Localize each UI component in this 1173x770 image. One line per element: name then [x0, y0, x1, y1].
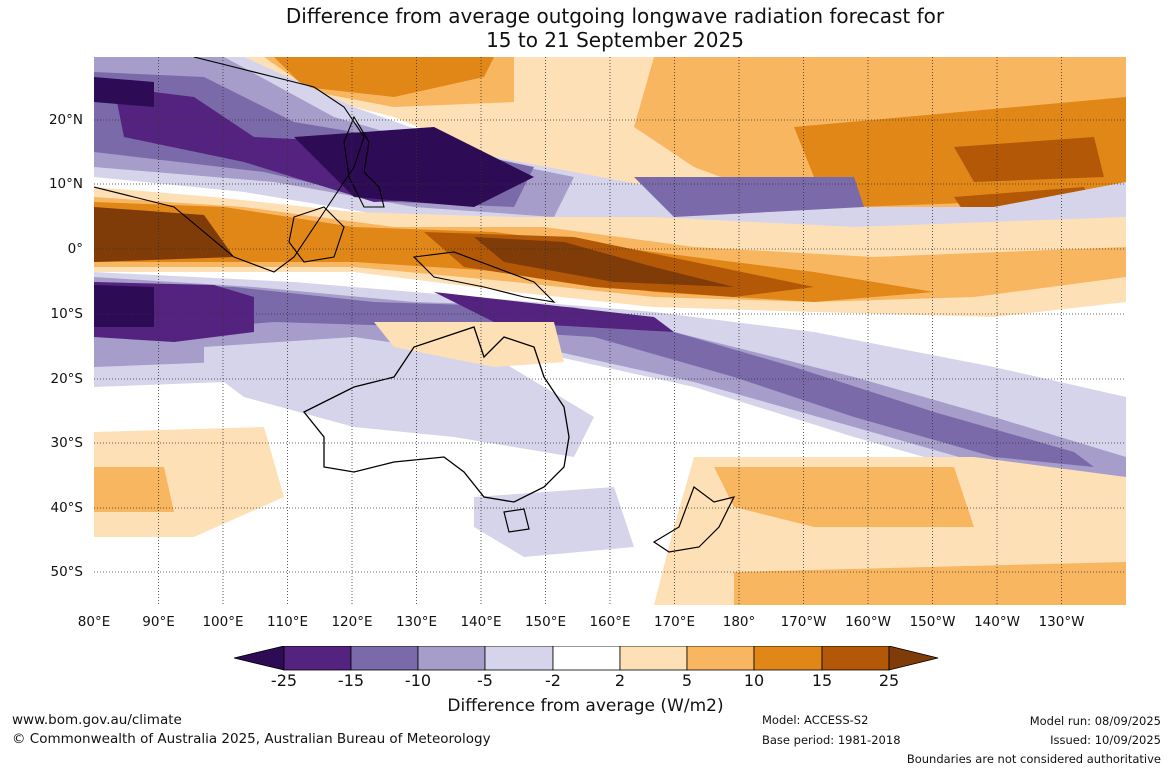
color-bar-label-10: 10 [743, 671, 765, 690]
color-bar-segment-3 [417, 645, 486, 671]
color-bar-label-minus10: -10 [404, 671, 432, 690]
philippines-coastline [343, 115, 385, 208]
base-period: Base period: 1981-2018 [762, 733, 901, 747]
anomaly-brown-north [954, 137, 1104, 182]
x-tick-140w: 140°W [974, 614, 1020, 630]
x-tick-170w: 170°W [780, 614, 827, 630]
anomaly-orange-north-5 [274, 57, 494, 97]
color-bar-extend-high [888, 645, 939, 671]
color-bar-segment-2 [350, 645, 419, 671]
anomaly-orange-south-east-3 [734, 562, 1126, 605]
anomaly-purple-australia [204, 337, 594, 457]
new-guinea-coastline [412, 251, 556, 303]
y-tick-10s: 10°S [50, 306, 84, 322]
x-tick-120e: 120°E [331, 614, 373, 630]
x-tick-160e: 160°E [589, 614, 631, 630]
y-tick-30s: 30°S [50, 435, 84, 451]
color-bar-segment-7 [686, 645, 755, 671]
color-bar-segment-6 [619, 645, 688, 671]
x-tick-180: 180° [722, 614, 756, 630]
borneo-coastline [288, 206, 345, 263]
y-tick-20s: 20°S [50, 371, 84, 387]
color-bar-title: Difference from average (W/m2) [0, 696, 1173, 716]
anomaly-purple-south-2 [94, 277, 1126, 482]
anomaly-brown-equator [94, 207, 234, 262]
y-tick-10n: 10°N [48, 176, 83, 192]
x-tick-100e: 100°E [202, 614, 244, 630]
color-bar-label-minus2: -2 [545, 671, 561, 690]
asia-coastline [94, 57, 365, 273]
x-tick-150w: 150°W [909, 614, 956, 630]
anomaly-purple-south-5 [94, 285, 154, 327]
copyright-text: © Commonwealth of Australia 2025, Austra… [12, 731, 491, 747]
anomaly-brown-equator-3 [474, 237, 734, 287]
model-run-date: Model run: 08/09/2025 [1029, 714, 1161, 728]
color-bar-segment-4 [484, 645, 554, 671]
anomaly-purple-tasman [474, 487, 634, 557]
anomaly-purple-north-6 [94, 77, 154, 107]
color-bar-label-25: 25 [878, 671, 900, 690]
y-tick-50s: 50°S [50, 564, 84, 580]
color-bar-label-5: 5 [681, 671, 693, 690]
olr-anomaly-map [94, 57, 1126, 605]
graticule [94, 57, 1126, 605]
color-bar-label-minus15: -15 [337, 671, 365, 690]
x-tick-150e: 150°E [524, 614, 567, 630]
y-tick-0: 0° [67, 241, 83, 257]
issued-date: Issued: 10/09/2025 [1050, 733, 1161, 747]
color-bar-segment-8 [753, 645, 823, 671]
color-bar-label-minus25: -25 [270, 671, 298, 690]
y-tick-20n: 20°N [48, 112, 83, 128]
x-tick-80e: 80°E [77, 614, 111, 630]
x-tick-90e: 90°E [142, 614, 175, 630]
color-bar-label-2: 2 [614, 671, 626, 690]
color-bar-segment-9 [821, 645, 890, 671]
australia-coastline [302, 326, 570, 503]
anomaly-orange-north-australia [374, 322, 564, 367]
new-zealand-coastline [652, 486, 736, 553]
color-bar-svg [233, 645, 939, 671]
map-canvas [94, 57, 1126, 605]
x-tick-130e: 130°E [395, 614, 438, 630]
color-bar-title-text: Difference from average (W/m2) [447, 696, 724, 716]
color-bar [233, 645, 940, 676]
map-title: Difference from average outgoing longwav… [0, 4, 1173, 52]
x-tick-110e: 110°E [266, 614, 309, 630]
title-line-2: 15 to 21 September 2025 [486, 28, 744, 52]
boundaries-disclaimer: Boundaries are not considered authoritat… [906, 752, 1161, 766]
x-tick-140e: 140°E [460, 614, 502, 630]
color-bar-label-minus5: -5 [477, 671, 493, 690]
color-bar-extend-low [233, 645, 285, 671]
website-link[interactable]: www.bom.gov.au/climate [12, 712, 182, 728]
model-name: Model: ACCESS-S2 [762, 713, 869, 727]
color-bar-segment-5 [552, 645, 621, 671]
y-tick-40s: 40°S [50, 500, 84, 516]
anomaly-orange-south-west-2 [94, 467, 174, 512]
anomaly-orange-south-east-2 [714, 467, 974, 527]
color-bar-label-15: 15 [811, 671, 833, 690]
x-tick-130w: 130°W [1038, 614, 1085, 630]
x-tick-170e: 170°E [653, 614, 696, 630]
tasmania-coastline [503, 508, 530, 533]
x-tick-160w: 160°W [845, 614, 891, 630]
title-line-1: Difference from average outgoing longwav… [285, 4, 945, 28]
color-bar-segment-1 [283, 645, 352, 671]
anomaly-purple-patch [634, 177, 864, 217]
